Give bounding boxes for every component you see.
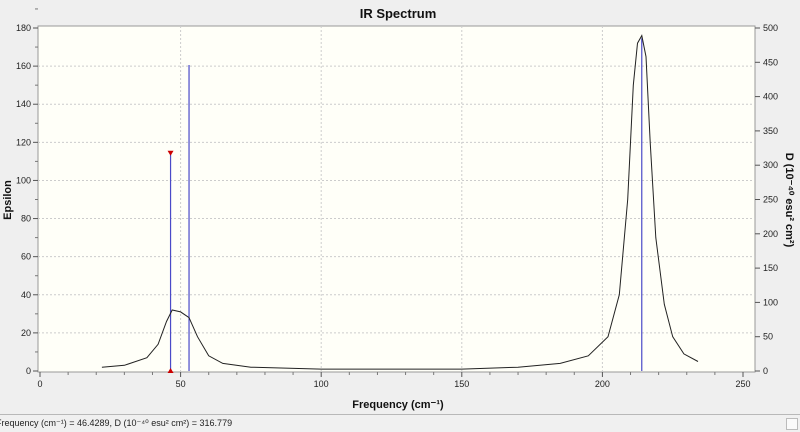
y-tick-label: 180 bbox=[16, 23, 31, 33]
y2-tick-label: 500 bbox=[763, 23, 778, 33]
y-tick-label: 120 bbox=[16, 137, 31, 147]
y-axis-label: Epsilon bbox=[2, 180, 14, 220]
status-bar: Frequency (cm⁻¹) = 46.4289, D (10⁻⁴⁰ esu… bbox=[0, 414, 800, 432]
y-tick-label: 20 bbox=[21, 328, 31, 338]
x-tick-label: 150 bbox=[454, 379, 469, 389]
y2-tick-label: 450 bbox=[763, 57, 778, 67]
ir-spectrum-chart: IR Spectrum Epsilon D (10⁻⁴⁰ esu² cm²) F… bbox=[2, 6, 795, 411]
y-tick-label: 60 bbox=[21, 252, 31, 262]
selected-stick-top-marker bbox=[167, 150, 174, 156]
y2-tick-label: 200 bbox=[763, 229, 778, 239]
y-tick-label: 140 bbox=[16, 99, 31, 109]
resize-grip[interactable] bbox=[786, 418, 798, 430]
status-text: Frequency (cm⁻¹) = 46.4289, D (10⁻⁴⁰ esu… bbox=[0, 418, 233, 428]
y2-tick-label: 250 bbox=[763, 195, 778, 205]
y-tick-label: 0 bbox=[26, 366, 31, 376]
y-tick-label: 160 bbox=[16, 61, 31, 71]
y2-tick-label: 0 bbox=[763, 366, 768, 376]
y2-tick-label: 150 bbox=[763, 263, 778, 273]
y-tick-label: 40 bbox=[21, 290, 31, 300]
plot-area[interactable]: 0 50 100 150 200 250 0 20 40 60 80 100 120 140 160 180 0… bbox=[16, 8, 778, 389]
y2-tick-label: 50 bbox=[763, 332, 773, 342]
y2-tick-label: 350 bbox=[763, 126, 778, 136]
y2-tick-label: 100 bbox=[763, 297, 778, 307]
x-tick-label: 200 bbox=[595, 379, 610, 389]
plot-background bbox=[37, 25, 756, 373]
x-tick-label: 250 bbox=[735, 379, 750, 389]
y2-axis-label: D (10⁻⁴⁰ esu² cm²) bbox=[783, 153, 795, 248]
spectrum-curve bbox=[101, 34, 699, 370]
x-tick-label: 100 bbox=[314, 379, 329, 389]
selected-stick-bottom-marker bbox=[167, 368, 174, 373]
x-tick-label: 50 bbox=[176, 379, 186, 389]
y2-tick-label: 400 bbox=[763, 92, 778, 102]
y-tick-label: 100 bbox=[16, 175, 31, 185]
chart-title: IR Spectrum bbox=[360, 6, 437, 21]
x-tick-label: 0 bbox=[37, 379, 42, 389]
y2-tick-label: 300 bbox=[763, 160, 778, 170]
x-axis-label: Frequency (cm⁻¹) bbox=[352, 399, 444, 411]
y-tick-label: 80 bbox=[21, 214, 31, 224]
